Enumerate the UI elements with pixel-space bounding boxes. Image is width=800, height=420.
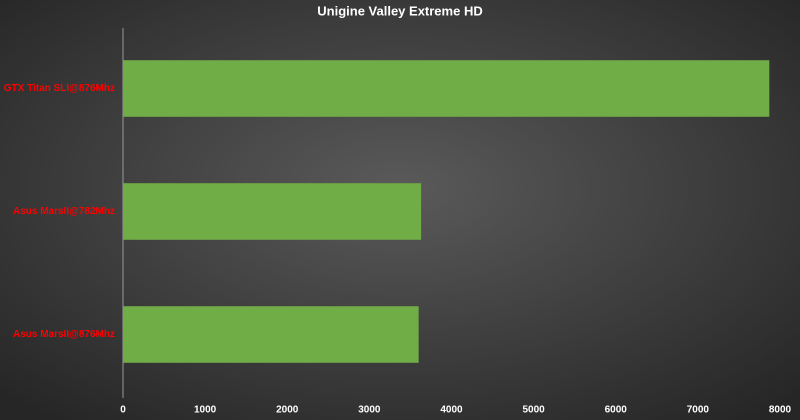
x-tick-label: 8000 (769, 405, 792, 416)
bar (123, 306, 419, 363)
bar (123, 183, 422, 240)
chart-title: Unigine Valley Extreme HD (317, 3, 482, 18)
x-tick-label: 5000 (523, 405, 546, 416)
x-tick-label: 0 (120, 405, 126, 416)
x-tick-label: 2000 (276, 405, 299, 416)
bar (123, 60, 770, 117)
y-tick-label: GTX Titan SLI@876Mhz (4, 83, 115, 94)
x-tick-label: 1000 (194, 405, 217, 416)
x-tick-label: 6000 (605, 405, 628, 416)
y-tick-label: Asus MarsII@876Mhz (13, 329, 115, 340)
x-tick-label: 7000 (687, 405, 710, 416)
x-tick-label: 4000 (440, 405, 463, 416)
y-tick-label: Asus MarsII@782Mhz (13, 206, 115, 217)
x-tick-label: 3000 (358, 405, 381, 416)
